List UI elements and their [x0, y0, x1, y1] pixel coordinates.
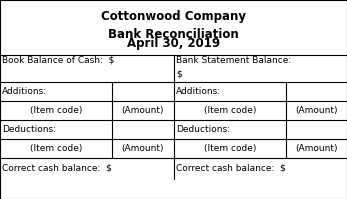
Text: Correct cash balance:  $: Correct cash balance: $: [176, 164, 286, 173]
Text: (Item code): (Item code): [30, 144, 82, 153]
Text: Additions:: Additions:: [176, 87, 221, 96]
Text: April 30, 2019: April 30, 2019: [127, 37, 220, 50]
Text: (Item code): (Item code): [30, 106, 82, 115]
Text: (Amount): (Amount): [122, 144, 164, 153]
Text: (Item code): (Item code): [204, 106, 256, 115]
Text: (Amount): (Amount): [122, 106, 164, 115]
Text: Bank Reconciliation: Bank Reconciliation: [108, 27, 239, 41]
Text: Additions:: Additions:: [2, 87, 47, 96]
Text: (Item code): (Item code): [204, 144, 256, 153]
Text: Deductions:: Deductions:: [176, 125, 230, 134]
Text: Correct cash balance:  $: Correct cash balance: $: [2, 164, 112, 173]
Text: Deductions:: Deductions:: [2, 125, 56, 134]
Text: Bank Statement Balance:: Bank Statement Balance:: [176, 56, 291, 65]
Text: (Amount): (Amount): [295, 106, 338, 115]
Text: Cottonwood Company: Cottonwood Company: [101, 10, 246, 23]
Text: (Amount): (Amount): [295, 144, 338, 153]
Text: Book Balance of Cash:  $: Book Balance of Cash: $: [2, 56, 115, 65]
Text: $: $: [176, 70, 182, 79]
